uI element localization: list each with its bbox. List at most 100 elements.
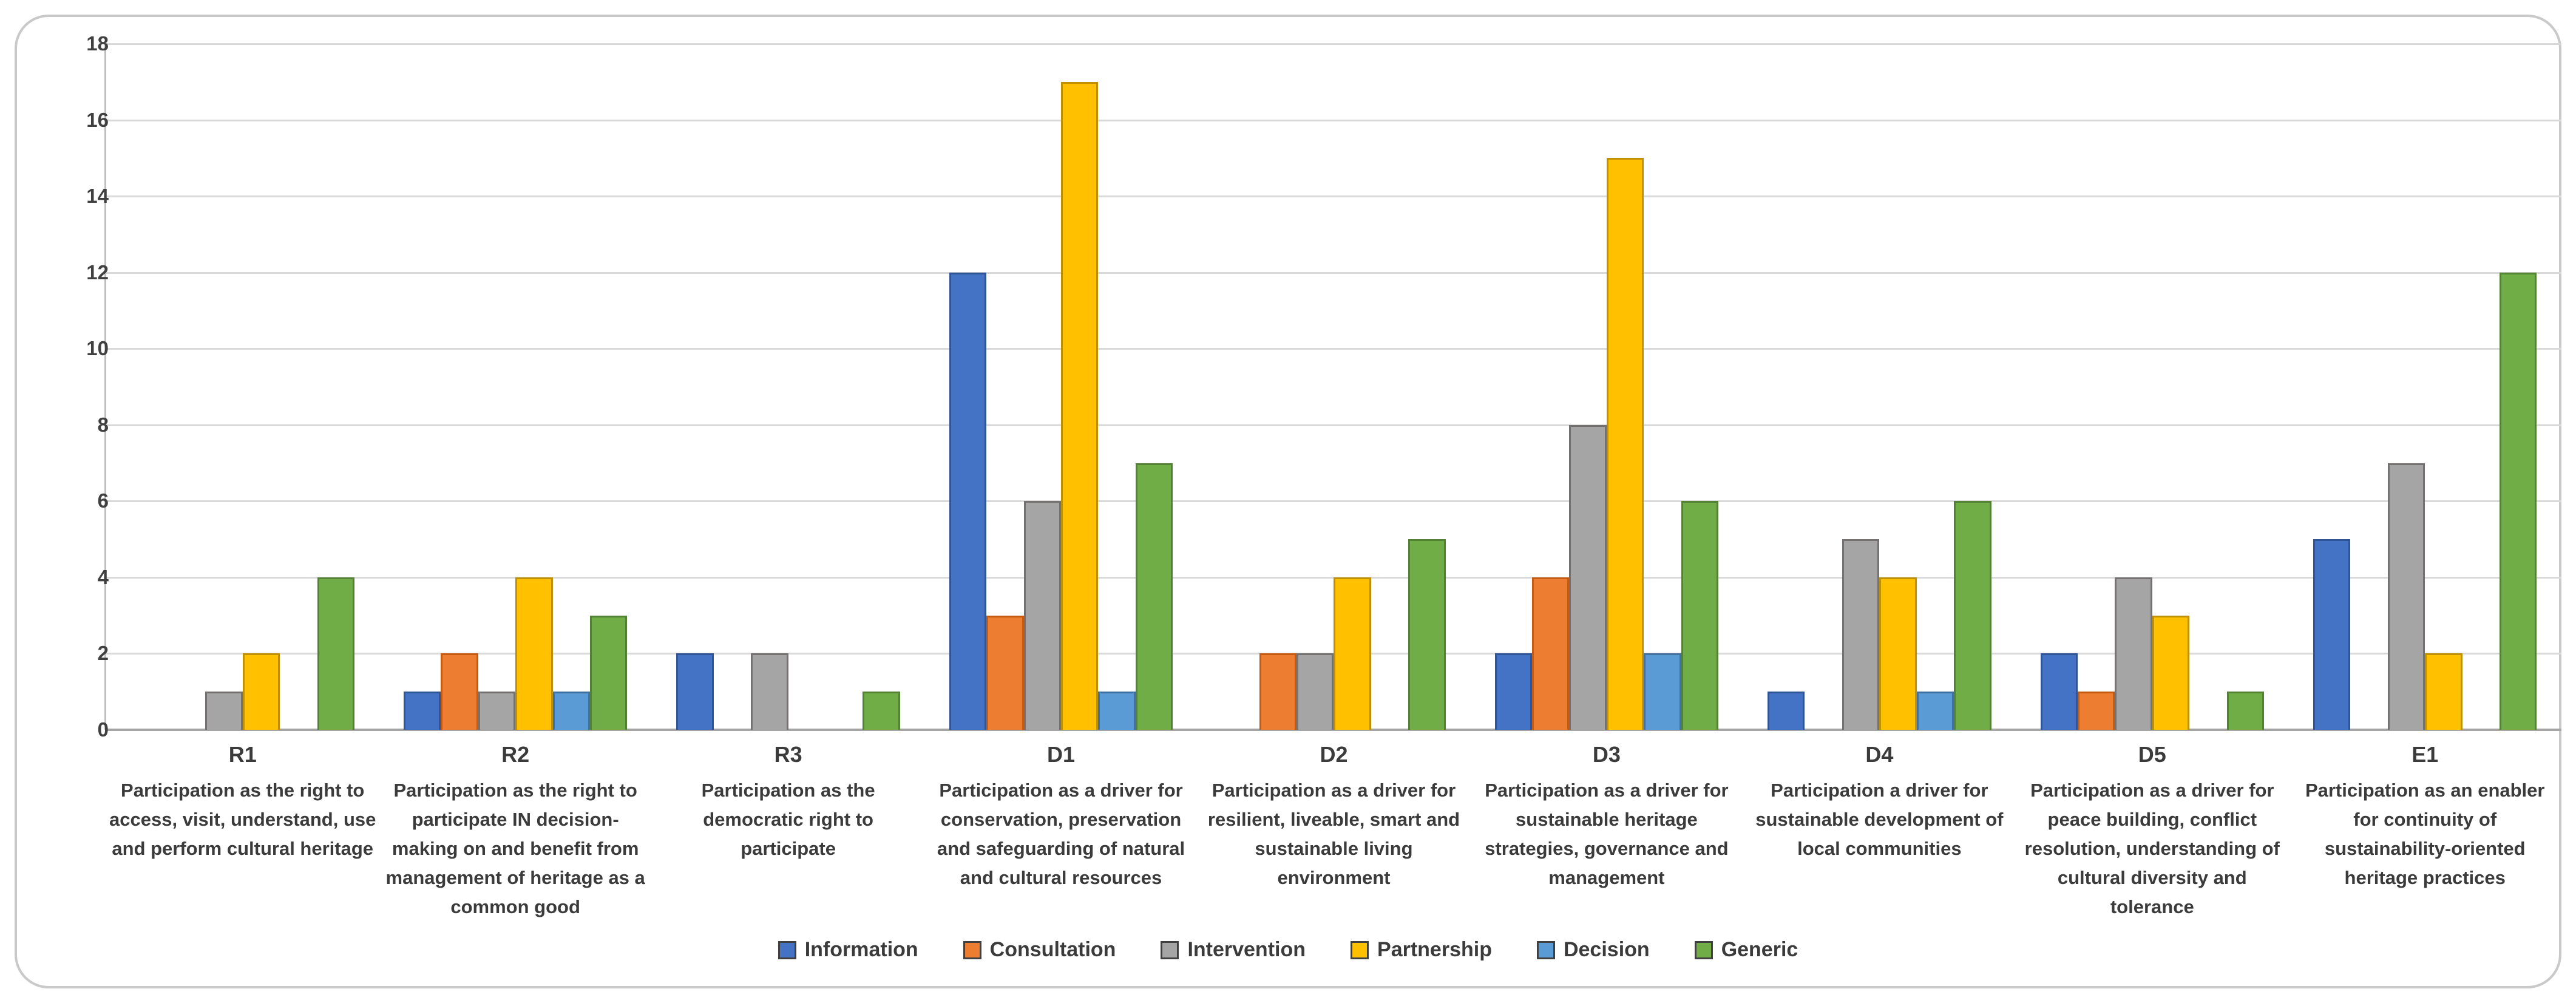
y-tick-label-4: 4 bbox=[97, 565, 109, 588]
gridline-y-14 bbox=[106, 195, 2561, 198]
legend-swatch-consultation bbox=[963, 940, 981, 959]
y-tick-label-18: 18 bbox=[86, 32, 109, 55]
bar-E1-partnership bbox=[2425, 653, 2462, 730]
slot-R1-partnership bbox=[242, 44, 280, 730]
category-description-D2: Participation as a driver for resilient,… bbox=[1207, 780, 1460, 889]
legend-label-information: Information bbox=[804, 938, 918, 961]
bar-D2-intervention bbox=[1296, 653, 1334, 730]
y-tick-label-16: 16 bbox=[86, 108, 109, 131]
slot-E1-information bbox=[2313, 44, 2351, 730]
legend-swatch-decision bbox=[1536, 940, 1555, 959]
slot-D2-consultation bbox=[1259, 44, 1297, 730]
slot-R2-consultation bbox=[441, 44, 478, 730]
bars-R2 bbox=[403, 44, 628, 730]
category-code-D3: D3 bbox=[1592, 742, 1621, 767]
category-description-D5: Participation as a driver for peace buil… bbox=[2024, 780, 2280, 918]
bar-D1-generic bbox=[1135, 463, 1173, 730]
slot-D3-intervention bbox=[1569, 44, 1607, 730]
category-code-R2: R2 bbox=[501, 742, 530, 767]
category-code-D1: D1 bbox=[1047, 742, 1076, 767]
slot-D4-consultation bbox=[1805, 44, 1842, 730]
category-code-D2: D2 bbox=[1320, 742, 1348, 767]
slot-D4-decision bbox=[1916, 44, 1954, 730]
legend-item-information: Information bbox=[778, 938, 918, 962]
slot-R3-consultation bbox=[714, 44, 751, 730]
bar-D3-generic bbox=[1681, 501, 1719, 730]
gridline-y-16 bbox=[106, 119, 2561, 121]
gridline-y-6 bbox=[106, 500, 2561, 503]
slot-R1-information bbox=[130, 44, 168, 730]
legend-item-generic: Generic bbox=[1694, 938, 1798, 962]
bars-D1 bbox=[949, 44, 1173, 730]
slot-D1-generic bbox=[1135, 44, 1173, 730]
y-tick-label-2: 2 bbox=[97, 642, 109, 665]
category-label-D4: D4 Participation a driver for sustainable… bbox=[1743, 742, 2016, 922]
bars-D5 bbox=[2040, 44, 2265, 730]
bar-D5-consultation bbox=[2077, 692, 2115, 730]
category-label-E1: E1 Participation as an enabler for contin… bbox=[2289, 742, 2561, 922]
bar-R3-intervention bbox=[751, 653, 788, 730]
category-label-D5: D5 Participation as a driver for peace bu… bbox=[2016, 742, 2288, 922]
bar-R1-intervention bbox=[205, 692, 243, 730]
slot-D3-consultation bbox=[1532, 44, 1570, 730]
slot-R1-consultation bbox=[168, 44, 205, 730]
slot-E1-consultation bbox=[2350, 44, 2387, 730]
slot-R2-intervention bbox=[478, 44, 516, 730]
category-description-R3: Participation as the democratic right to… bbox=[701, 780, 875, 860]
group-R1 bbox=[106, 44, 379, 730]
category-code-D5: D5 bbox=[2138, 742, 2166, 767]
category-code-R1: R1 bbox=[228, 742, 257, 767]
category-description-D1: Participation as a driver for conservati… bbox=[937, 780, 1185, 889]
legend-label-partnership: Partnership bbox=[1377, 938, 1492, 961]
y-tick-label-0: 0 bbox=[97, 718, 109, 741]
slot-D5-information bbox=[2040, 44, 2078, 730]
bar-R2-partnership bbox=[515, 577, 553, 730]
legend: Information Consultation Intervention Partn… bbox=[0, 938, 2576, 962]
category-code-E1: E1 bbox=[2412, 742, 2439, 767]
category-description-D3: Participation as a driver for sustainabl… bbox=[1485, 780, 1729, 889]
slot-E1-generic bbox=[2500, 44, 2537, 730]
bar-D1-intervention bbox=[1023, 501, 1062, 730]
slot-D1-consultation bbox=[986, 44, 1024, 730]
slot-D5-generic bbox=[2226, 44, 2265, 730]
legend-item-decision: Decision bbox=[1536, 938, 1650, 962]
y-tick-label-10: 10 bbox=[86, 337, 109, 360]
slot-D3-information bbox=[1494, 44, 1533, 730]
y-tick-label-14: 14 bbox=[86, 185, 109, 208]
bar-D5-generic bbox=[2226, 692, 2265, 730]
slot-R2-partnership bbox=[515, 44, 553, 730]
slot-D4-generic bbox=[1954, 44, 1991, 730]
bar-D3-decision bbox=[1644, 653, 1681, 730]
y-tick-label-6: 6 bbox=[97, 489, 109, 512]
legend-label-generic: Generic bbox=[1721, 938, 1798, 961]
plot-area bbox=[104, 43, 2561, 731]
bar-R2-decision bbox=[552, 692, 590, 730]
slot-R2-information bbox=[403, 44, 441, 730]
bar-D4-generic bbox=[1954, 501, 1991, 730]
x-axis-line bbox=[106, 729, 2561, 731]
bar-D3-partnership bbox=[1606, 158, 1644, 730]
bars-R3 bbox=[676, 44, 900, 730]
y-axis-line bbox=[104, 44, 106, 730]
bar-R3-information bbox=[676, 653, 714, 730]
slot-E1-partnership bbox=[2425, 44, 2462, 730]
bar-D4-partnership bbox=[1879, 577, 1917, 730]
category-label-D2: D2 Participation as a driver for resilien… bbox=[1198, 742, 1470, 922]
bar-D4-intervention bbox=[1842, 539, 1880, 730]
slot-D5-decision bbox=[2189, 44, 2226, 730]
bar-E1-generic bbox=[2500, 272, 2537, 730]
group-R2 bbox=[379, 44, 651, 730]
slot-D4-intervention bbox=[1842, 44, 1880, 730]
slot-D5-intervention bbox=[2115, 44, 2152, 730]
category-label-D1: D1 Participation as a driver for conserva… bbox=[924, 742, 1197, 922]
bar-D2-consultation bbox=[1259, 653, 1297, 730]
bar-E1-intervention bbox=[2387, 463, 2425, 730]
bar-D3-consultation bbox=[1532, 577, 1570, 730]
slot-R3-decision bbox=[825, 44, 863, 730]
bar-E1-information bbox=[2313, 539, 2351, 730]
slot-D4-information bbox=[1768, 44, 1805, 730]
slot-R2-decision bbox=[552, 44, 590, 730]
slot-R3-intervention bbox=[751, 44, 788, 730]
slot-D5-consultation bbox=[2077, 44, 2115, 730]
